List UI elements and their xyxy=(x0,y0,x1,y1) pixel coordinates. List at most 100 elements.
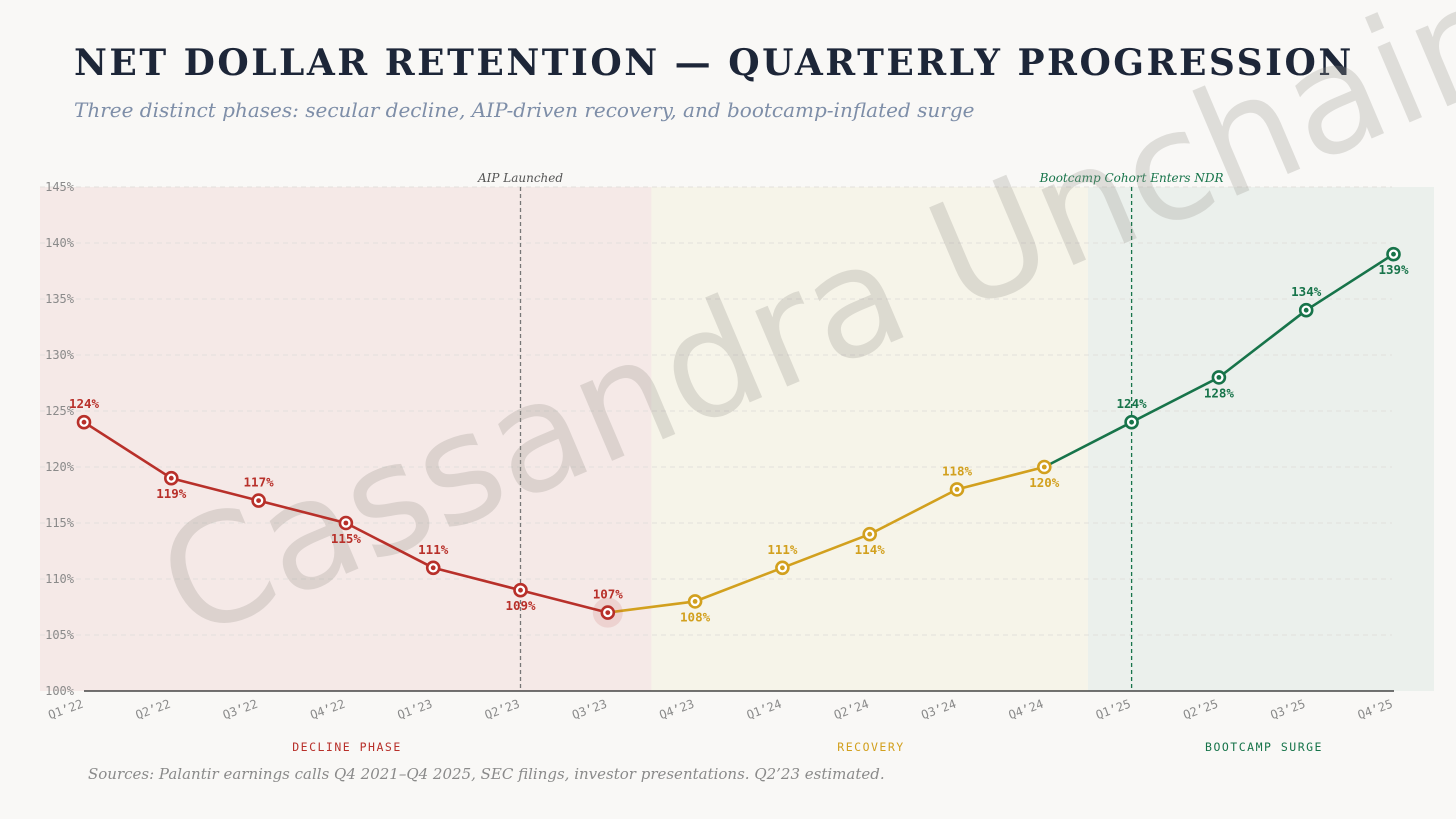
data-point-dot xyxy=(954,487,960,492)
data-label: 115% xyxy=(331,531,362,546)
data-points xyxy=(76,246,1401,628)
y-tick-label: 135% xyxy=(45,292,75,306)
data-point xyxy=(1386,246,1401,262)
data-point xyxy=(513,582,528,598)
phase-label: DECLINE PHASE xyxy=(292,740,402,754)
annotation-lines: AIP Launched Bootcamp Cohort Enters NDR xyxy=(477,171,1224,691)
data-point xyxy=(1124,414,1139,430)
x-tick-label: Q4’25 xyxy=(1356,697,1395,723)
data-point-dot xyxy=(1391,251,1396,257)
series-segment xyxy=(1043,420,1133,469)
data-point-dot xyxy=(867,531,873,537)
series-segment xyxy=(431,566,522,592)
phase-bands xyxy=(40,187,1434,691)
data-point-dot xyxy=(780,565,785,571)
x-tick-label: Q4’23 xyxy=(657,697,696,723)
data-label: 114% xyxy=(855,542,886,557)
x-tick-label: Q3’24 xyxy=(919,697,958,723)
x-tick-label: Q2’22 xyxy=(134,697,173,723)
data-label: 109% xyxy=(505,598,536,613)
x-tick-label: Q1’23 xyxy=(395,697,434,723)
series-segment xyxy=(344,521,435,570)
data-point xyxy=(425,560,441,576)
data-point-dot xyxy=(1216,375,1222,380)
series-segment xyxy=(868,488,959,536)
y-tick-label: 100% xyxy=(45,684,75,698)
x-tick-label: Q2’25 xyxy=(1181,697,1220,723)
y-tick-label: 120% xyxy=(45,460,75,474)
data-point-dot xyxy=(430,565,436,571)
x-tick-label: Q3’23 xyxy=(570,697,609,723)
data-point xyxy=(164,470,179,486)
x-tick-label: Q4’24 xyxy=(1007,697,1046,723)
phase-labels: DECLINE PHASE RECOVERY BOOTCAMP SURGE xyxy=(292,740,1323,754)
data-point-dot xyxy=(168,475,174,481)
data-point-dot xyxy=(518,587,523,593)
series-segment xyxy=(693,566,784,603)
data-point xyxy=(687,594,703,609)
annotation-label: AIP Launched xyxy=(477,171,563,185)
x-tick-label: Q1’22 xyxy=(46,697,85,723)
data-point xyxy=(600,605,616,620)
series-segment xyxy=(1217,308,1308,379)
data-label: 111% xyxy=(767,542,798,557)
y-axis-ticks: 100% 105% 110% 115% 120% 125% 130% 135% 140% 145% xyxy=(45,180,75,698)
data-point-dot xyxy=(692,599,698,604)
series-segment xyxy=(519,588,610,614)
data-point xyxy=(76,414,92,430)
series-segment xyxy=(781,532,872,570)
x-tick-label: Q2’24 xyxy=(832,697,871,723)
y-tick-label: 145% xyxy=(45,180,75,194)
y-tick-label: 105% xyxy=(45,628,75,642)
x-tick-label: Q3’25 xyxy=(1268,697,1307,723)
annotation-label: Bootcamp Cohort Enters NDR xyxy=(1039,171,1224,185)
series-segment xyxy=(170,476,260,502)
series-segment xyxy=(1304,252,1395,312)
data-point-dot xyxy=(256,498,261,503)
data-labels: 124% 119% 117% 115% 111% 109% 107% 108% 111% 114%… xyxy=(69,262,1409,624)
x-axis-ticks: Q1’22 Q2’22 Q3’22 Q4’22 Q1’23 Q2’23 Q3’23 Q4’23… xyxy=(46,697,1394,723)
data-label: 108% xyxy=(680,609,711,624)
data-point xyxy=(1211,370,1227,385)
data-point-dot xyxy=(1129,419,1134,425)
data-label: 111% xyxy=(418,542,449,557)
data-label: 124% xyxy=(1117,396,1148,411)
data-point-dot xyxy=(605,610,611,615)
x-tick-label: Q3’22 xyxy=(221,697,260,723)
x-tick-label: Q1’25 xyxy=(1094,697,1133,723)
series-segment xyxy=(1130,376,1221,424)
data-label: 119% xyxy=(156,486,187,501)
data-label: 118% xyxy=(942,463,973,478)
data-point xyxy=(1037,459,1052,475)
x-tick-label: Q2’23 xyxy=(483,697,522,723)
data-point xyxy=(862,526,878,542)
data-label: 107% xyxy=(593,587,624,602)
x-tick-label: Q4’22 xyxy=(308,697,347,723)
phase-band-decline-phase xyxy=(40,187,652,691)
series-segment xyxy=(82,420,173,480)
data-point-dot xyxy=(343,520,349,526)
data-label: 120% xyxy=(1029,475,1060,490)
phase-label: BOOTCAMP SURGE xyxy=(1205,740,1323,754)
y-tick-label: 140% xyxy=(45,236,75,250)
data-point-dot xyxy=(1041,464,1047,470)
data-point xyxy=(251,493,266,508)
data-point xyxy=(1298,302,1314,318)
y-tick-label: 115% xyxy=(45,516,75,530)
phase-label: RECOVERY xyxy=(837,740,904,754)
gridlines xyxy=(40,186,1392,636)
phase-band-recovery xyxy=(651,187,1088,691)
chart-subtitle: Three distinct phases: secular decline, … xyxy=(74,98,975,122)
y-tick-label: 110% xyxy=(45,572,75,586)
data-label: 117% xyxy=(244,475,275,490)
data-series xyxy=(82,252,1395,614)
series-segment xyxy=(606,600,697,614)
data-point xyxy=(775,560,790,576)
source-note: Sources: Palantir earnings calls Q4 2021… xyxy=(88,765,885,783)
phase-band-bootcamp-surge xyxy=(1087,187,1434,691)
data-label: 134% xyxy=(1291,284,1322,299)
x-tick-label: Q1’24 xyxy=(745,697,784,723)
y-tick-label: 130% xyxy=(45,348,75,362)
series-segment xyxy=(257,499,348,525)
